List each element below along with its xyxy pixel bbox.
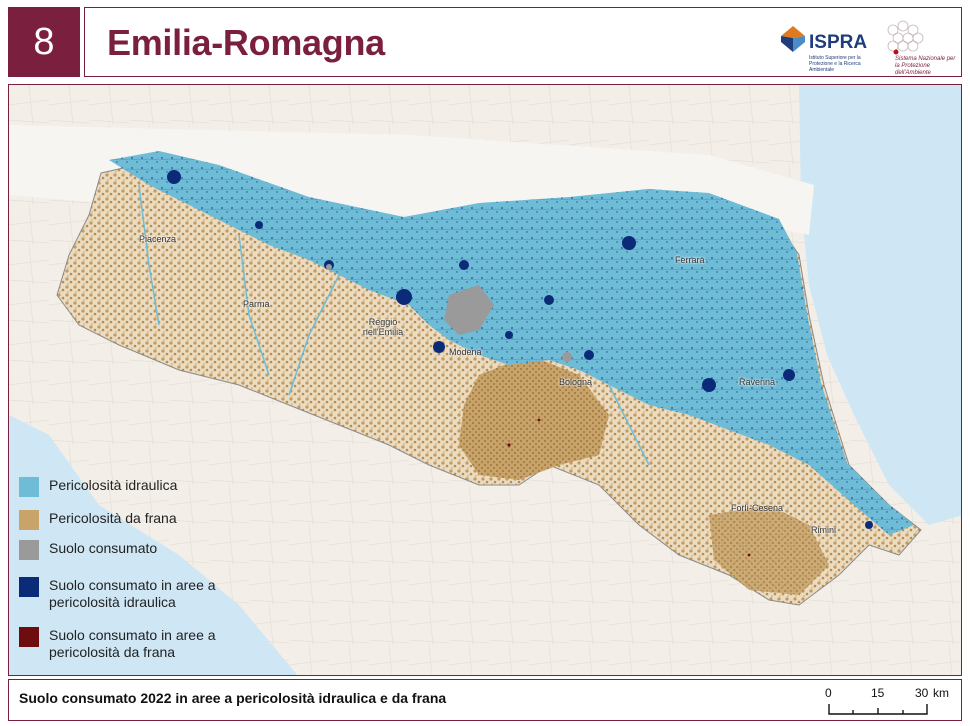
legend-item-landslide: Pericolosità da frana <box>19 510 177 530</box>
romagna-landslide-zone <box>709 505 829 595</box>
adriatic-sea <box>799 85 961 525</box>
header-box: Emilia-Romagna ISPRA Istituto Superiore … <box>84 7 962 77</box>
scale-bar: 0 15 30 km <box>821 684 951 718</box>
snpa-name: Sistema Nazionale per la Protezione dell… <box>895 56 956 76</box>
map-panel: Piacenza Parma Reggio nell'Emilia Modena… <box>8 84 962 676</box>
region-map <box>9 85 961 675</box>
city-label-rimini: Rimini <box>811 525 837 535</box>
tyrrhenian-sea <box>9 415 298 675</box>
city-label-piacenza: Piacenza <box>139 234 177 244</box>
consumed-landslide-spots <box>507 418 751 557</box>
legend-label-consumed: Suolo consumato <box>49 540 158 556</box>
legend-swatch-consumed-landslide <box>19 627 39 647</box>
scale-ruler <box>828 704 928 715</box>
urban-clusters <box>167 170 873 529</box>
legend-swatch-hydraulic <box>19 477 39 497</box>
ispra-logo: ISPRA Istituto Superiore per la Protezio… <box>779 24 879 73</box>
legend-swatch-landslide <box>19 510 39 530</box>
legend-item-consumed-hydraulic: Suolo consumato in aree a pericolosità i… <box>19 577 249 611</box>
legend-label-consumed-hydraulic: Suolo consumato in aree a pericolosità i… <box>49 577 216 610</box>
legend-item-consumed-landslide: Suolo consumato in aree a pericolosità d… <box>19 627 249 661</box>
river-lines <box>138 184 650 466</box>
city-label-forli-cesena: Forlì-Cesena <box>731 503 784 513</box>
legend-item-consumed: Suolo consumato <box>19 540 157 560</box>
ispra-name: ISPRA <box>809 32 868 53</box>
city-label-parma: Parma <box>243 299 270 309</box>
legend-item-hydraulic: Pericolosità idraulica <box>19 477 177 497</box>
legend-label-consumed-landslide: Suolo consumato in aree a pericolosità d… <box>49 627 216 660</box>
footer-box: Suolo consumato 2022 in aree a pericolos… <box>8 679 962 721</box>
city-label-bologna: Bologna <box>559 377 593 387</box>
snpa-network-icon <box>887 20 924 55</box>
legend-label-hydraulic: Pericolosità idraulica <box>49 477 178 493</box>
scale-label-30: 30 <box>915 686 929 700</box>
legend-swatch-consumed-hydraulic <box>19 577 39 597</box>
legend-label-landslide: Pericolosità da frana <box>49 510 177 526</box>
legend-swatch-consumed <box>19 540 39 560</box>
page-title: Emilia-Romagna <box>107 22 385 63</box>
hydraulic-hazard-plain <box>109 151 914 535</box>
city-label-ferrara: Ferrara <box>675 255 705 265</box>
scale-label-0: 0 <box>825 686 832 700</box>
snpa-logo: Sistema Nazionale per la Protezione dell… <box>879 20 959 78</box>
scale-label-unit: km <box>933 686 949 700</box>
ispra-subtitle: Istituto Superiore per la Protezione e l… <box>809 55 861 73</box>
map-number: 8 <box>8 7 80 77</box>
apennine-landslide-zone <box>459 355 609 480</box>
city-label-modena: Modena <box>449 347 482 357</box>
ispra-logo-icon <box>781 26 805 52</box>
scale-label-15: 15 <box>871 686 885 700</box>
consumed-soil-areas <box>326 264 572 362</box>
city-label-reggio: Reggio nell'Emilia <box>362 317 404 337</box>
map-caption: Suolo consumato 2022 in aree a pericolos… <box>19 690 447 706</box>
city-label-ravenna: Ravenna <box>739 377 776 387</box>
